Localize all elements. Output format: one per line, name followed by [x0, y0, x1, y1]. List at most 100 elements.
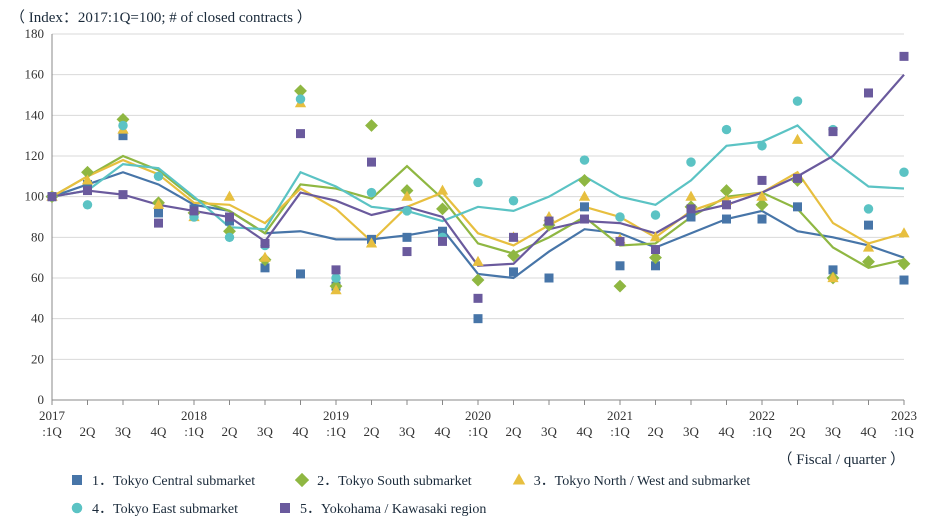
x-tick-label-quarter: :1Q	[468, 424, 488, 439]
series-marker-s5	[616, 237, 625, 246]
series-marker-s1	[900, 276, 909, 285]
series-marker-s5	[864, 88, 873, 97]
series-marker-s1	[687, 213, 696, 222]
series-marker-s4	[509, 196, 518, 205]
x-tick-label-quarter: :1Q	[184, 424, 204, 439]
series-marker-s5	[474, 294, 483, 303]
legend-marker-icon	[512, 473, 526, 487]
series-marker-s2	[614, 280, 627, 293]
x-tick-label-quarter: 3Q	[115, 424, 132, 439]
series-marker-s5	[367, 158, 376, 167]
series-marker-s4	[118, 121, 127, 130]
series-marker-s4	[757, 141, 766, 150]
series-marker-s4	[331, 273, 340, 282]
legend-marker-icon	[70, 473, 84, 487]
series-marker-s5	[332, 265, 341, 274]
series-marker-s1	[758, 215, 767, 224]
x-tick-label-quarter: 4Q	[861, 424, 878, 439]
series-marker-s1	[509, 267, 518, 276]
series-marker-s1	[793, 202, 802, 211]
series-marker-s5	[261, 239, 270, 248]
x-tick-label-year: 2021	[607, 408, 633, 423]
y-tick-label: 40	[31, 311, 44, 326]
legend-item-s5: 5．Yokohama / Kawasaki region	[278, 498, 486, 518]
series-marker-s5	[793, 174, 802, 183]
legend-label: 5．Yokohama / Kawasaki region	[300, 498, 486, 518]
series-marker-s5	[83, 186, 92, 195]
series-marker-s4	[225, 233, 234, 242]
series-marker-s5	[900, 52, 909, 61]
series-marker-s2	[578, 174, 591, 187]
series-marker-s3	[792, 134, 803, 144]
y-axis-title: （ Index：2017:1Q=100; # of closed contrac…	[10, 6, 312, 27]
legend-item-s3: 3．Tokyo North / West and submarket	[512, 470, 751, 490]
series-marker-s5	[509, 233, 518, 242]
series-marker-s1	[545, 274, 554, 283]
legend-marker-icon	[295, 473, 309, 487]
legend-label: 3．Tokyo North / West and submarket	[534, 470, 751, 490]
series-marker-s3	[259, 252, 270, 262]
x-tick-label-quarter: 4Q	[293, 424, 310, 439]
lines-layer	[52, 75, 904, 278]
legend-item-s2: 2．Tokyo South submarket	[295, 470, 472, 490]
series-marker-s3	[224, 191, 235, 201]
series-marker-s4	[793, 96, 802, 105]
x-tick-label-year: 2019	[323, 408, 349, 423]
series-marker-s4	[402, 206, 411, 215]
series-marker-s3	[437, 185, 448, 195]
series-marker-s4	[651, 210, 660, 219]
x-tick-label-quarter: 2Q	[80, 424, 97, 439]
y-tick-label: 0	[38, 392, 45, 407]
series-line-s2	[52, 156, 904, 268]
x-tick-label-quarter: 2Q	[222, 424, 239, 439]
x-tick-label-quarter: 4Q	[435, 424, 452, 439]
series-marker-s5	[154, 219, 163, 228]
y-tick-label: 20	[31, 351, 44, 366]
series-marker-s4	[722, 125, 731, 134]
legend-label: 1．Tokyo Central submarket	[92, 470, 255, 490]
series-marker-s4	[296, 94, 305, 103]
series-marker-s2	[898, 257, 911, 270]
series-marker-s5	[722, 200, 731, 209]
legend-item-s4: 4．Tokyo East submarket	[70, 498, 238, 518]
series-marker-s2	[365, 119, 378, 132]
x-tick-label-quarter: 2Q	[506, 424, 523, 439]
series-marker-s4	[473, 178, 482, 187]
series-marker-s5	[296, 129, 305, 138]
series-marker-s1	[474, 314, 483, 323]
series-marker-s5	[580, 215, 589, 224]
series-marker-s5	[403, 247, 412, 256]
series-marker-s3	[898, 227, 909, 237]
x-tick-label-year: 2022	[749, 408, 775, 423]
x-tick-label-year: 2018	[181, 408, 207, 423]
y-tick-label: 60	[31, 270, 44, 285]
series-marker-s5	[119, 190, 128, 199]
series-marker-s1	[616, 261, 625, 270]
legend-label: 2．Tokyo South submarket	[317, 470, 472, 490]
x-tick-label-quarter: 2Q	[648, 424, 665, 439]
y-tick-label: 100	[25, 189, 45, 204]
y-tick-label: 160	[25, 67, 45, 82]
series-marker-s5	[225, 213, 234, 222]
series-marker-s4	[899, 168, 908, 177]
series-marker-s5	[758, 176, 767, 185]
x-tick-label-quarter: 3Q	[257, 424, 274, 439]
series-marker-s4	[864, 204, 873, 213]
x-tick-label-year: 2020	[465, 408, 491, 423]
x-tick-label-quarter: 3Q	[825, 424, 842, 439]
series-marker-s4	[154, 172, 163, 181]
legend-marker-icon	[70, 501, 84, 515]
x-tick-label-quarter: 2Q	[364, 424, 381, 439]
x-tick-label-quarter: 4Q	[577, 424, 594, 439]
series-marker-s5	[651, 245, 660, 254]
ticks-layer: 0204060801001201401601802017:1Q2Q3Q4Q201…	[25, 26, 918, 439]
series-marker-s1	[580, 202, 589, 211]
series-marker-s4	[686, 157, 695, 166]
x-tick-label-quarter: 3Q	[399, 424, 416, 439]
x-tick-label-quarter: 4Q	[151, 424, 168, 439]
series-marker-s5	[48, 192, 57, 201]
y-tick-label: 80	[31, 229, 44, 244]
x-tick-label-quarter: :1Q	[326, 424, 346, 439]
x-tick-label-year: 2017	[39, 408, 66, 423]
series-marker-s5	[190, 206, 199, 215]
